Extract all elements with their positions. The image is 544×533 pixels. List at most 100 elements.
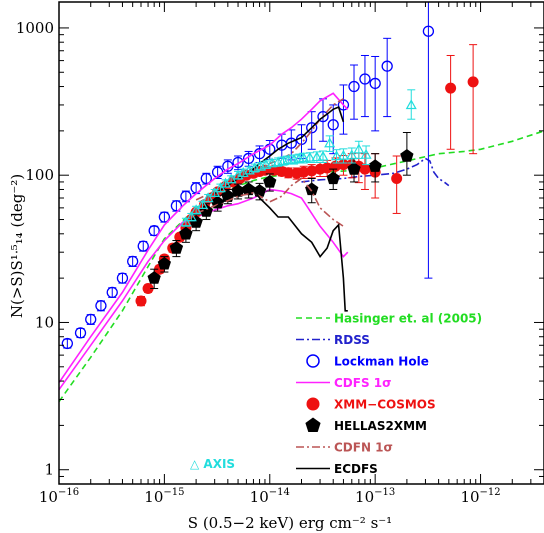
data-point <box>306 122 318 134</box>
legend-entry: CDFS 1σ <box>296 376 391 390</box>
data-point <box>369 77 381 90</box>
data-point <box>142 283 154 295</box>
x-tick-label: 10−13 <box>355 487 395 506</box>
data-point <box>327 119 339 131</box>
data-point <box>242 152 255 165</box>
data-point <box>359 163 371 175</box>
data-point <box>337 159 349 171</box>
data-point <box>282 154 294 165</box>
series-line <box>59 92 349 384</box>
data-point <box>317 150 329 161</box>
data-point <box>231 184 245 197</box>
data-point <box>61 337 73 350</box>
data-point <box>200 172 212 185</box>
legend-entry: Hasinger et. al (2005) <box>296 312 482 326</box>
data-point <box>359 73 371 85</box>
data-point <box>106 286 118 299</box>
series-layer <box>59 2 544 403</box>
data-point <box>266 157 278 168</box>
data-point <box>360 148 372 159</box>
data-point <box>306 165 318 177</box>
legend-label: Hasinger et. al (2005) <box>334 312 482 326</box>
data-point <box>116 272 129 284</box>
legend-entry: ECDFS <box>296 462 378 476</box>
data-point <box>331 150 343 161</box>
data-point <box>180 216 192 227</box>
series-cdfs-1-upper <box>59 92 349 384</box>
legend-swatch <box>305 417 321 432</box>
legend: Hasinger et. al (2005) RDSS Lockman Hole CD… <box>190 312 482 477</box>
data-point <box>179 226 193 240</box>
y-axis-label: N(>S)S¹ᐧ⁵₁₄ (deg⁻²) <box>8 174 26 318</box>
legend-axis-label: △ AXIS <box>190 457 235 471</box>
series-cdfs-1- <box>59 188 349 391</box>
series-lockman-hole <box>61 2 435 350</box>
data-point <box>148 225 160 237</box>
plot-frame <box>58 1 544 485</box>
legend-entry: RDSS <box>296 333 370 347</box>
data-point <box>232 169 244 180</box>
data-point <box>147 271 161 284</box>
data-point <box>337 149 349 160</box>
data-point <box>282 167 294 179</box>
series-xmm-cosmos <box>135 44 479 307</box>
y-tick-label: 1000 <box>16 19 54 37</box>
data-point <box>324 137 336 148</box>
data-point <box>170 200 183 212</box>
x-axis-label: S (0.5−2 keV) erg cm⁻² s⁻¹ <box>188 514 392 532</box>
data-point <box>263 174 277 188</box>
data-point <box>317 110 329 123</box>
x-tick-label: 10−15 <box>144 487 184 506</box>
data-point <box>137 240 149 252</box>
data-point <box>158 211 171 223</box>
data-point <box>189 215 203 228</box>
data-point <box>135 295 147 307</box>
legend-entry: XMM−COSMOS <box>306 397 436 412</box>
legend-label: CDFS 1σ <box>334 376 391 390</box>
legend-entry: HELLAS2XMM <box>305 417 427 433</box>
data-point <box>196 199 209 209</box>
legend-label: RDSS <box>334 333 370 347</box>
data-point <box>190 204 202 215</box>
legend-entry: CDFN 1σ <box>296 441 393 455</box>
data-point <box>348 80 360 93</box>
legend-entry: Lockman Hole <box>306 354 429 369</box>
data-point <box>381 60 393 72</box>
data-point <box>95 300 107 312</box>
x-tick-label: 10−16 <box>39 487 79 506</box>
data-point <box>337 99 350 111</box>
data-point <box>298 152 310 163</box>
data-point <box>85 313 97 325</box>
series-hellas2xmm <box>147 131 414 290</box>
legend-label: CDFN 1σ <box>334 441 393 455</box>
legend-swatch <box>306 397 320 411</box>
data-point <box>400 149 414 162</box>
y-tick-label: 1 <box>44 461 54 479</box>
data-point <box>326 171 340 185</box>
legend-swatch <box>306 354 320 368</box>
data-point <box>202 192 214 203</box>
data-point <box>445 82 457 94</box>
data-point <box>311 151 323 162</box>
data-point <box>304 151 316 162</box>
legend-label: HELLAS2XMM <box>334 419 427 433</box>
legend-label: Lockman Hole <box>334 355 429 369</box>
series-line <box>59 188 349 391</box>
data-point <box>368 159 382 172</box>
legend-label: ECDFS <box>334 462 378 476</box>
series-rdss <box>301 157 450 187</box>
data-point <box>391 172 403 184</box>
data-point <box>199 204 213 217</box>
data-point <box>405 99 417 110</box>
data-point <box>185 211 197 222</box>
series-line <box>301 157 450 187</box>
data-point <box>353 143 365 154</box>
data-point <box>74 327 87 339</box>
data-point <box>127 255 139 268</box>
axis-ticks <box>58 2 544 485</box>
y-tick-label: 100 <box>25 166 54 184</box>
data-point <box>422 25 435 37</box>
y-tick-label: 10 <box>35 313 54 331</box>
x-tick-label: 10−12 <box>460 487 500 506</box>
